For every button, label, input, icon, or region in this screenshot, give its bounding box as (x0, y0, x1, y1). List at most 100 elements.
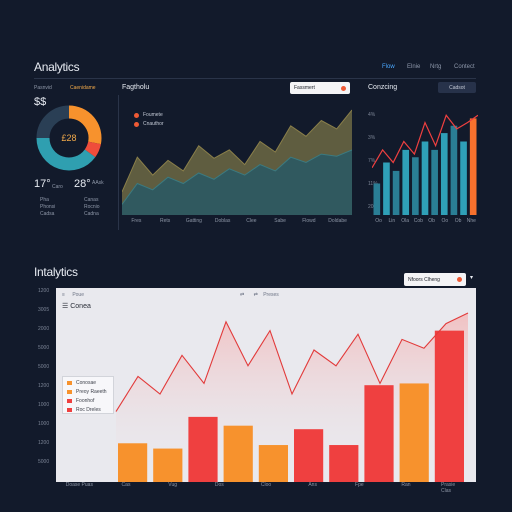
bar-x-tick: Lin (388, 218, 396, 224)
main-bar (223, 425, 253, 482)
bar (412, 157, 419, 215)
main-y-tick: 2000 (38, 326, 50, 332)
menu-icon[interactable]: ≡ (62, 292, 65, 298)
main-x-tick: Vug (168, 482, 178, 488)
legend-label: Foumete (143, 112, 163, 118)
bar (392, 170, 400, 215)
main-y-tick: 1200 (38, 383, 50, 389)
main-y-tick: 1200 (38, 440, 50, 446)
main-y-tick: 5000 (38, 345, 50, 351)
main-bar (364, 385, 394, 482)
list-icon: ☰ (62, 303, 69, 310)
nav-item-flow[interactable]: Flow (382, 64, 395, 70)
bar-y-tick: 7% (368, 158, 376, 164)
area-chart (122, 109, 352, 215)
main-legend-item: Roc Dreles (67, 407, 109, 413)
main-x-tick: Dos (214, 482, 224, 488)
legend-label: Foonhof (76, 398, 95, 404)
bar (460, 141, 467, 215)
main-y-tick: 5000 (38, 459, 50, 465)
area-legend: Foumete Cnauthor (134, 112, 164, 130)
donut-center-label: £28 (61, 133, 76, 143)
bar-y-tick: 11% (368, 181, 378, 187)
bar-x-tick: Ola (401, 218, 410, 224)
kpi-stat-a-caption: Caro (52, 184, 63, 190)
legend-label: Preoy Raeeth (76, 389, 107, 395)
main-y-tick: 5000 (38, 364, 50, 370)
area-x-tick: Clee (246, 218, 257, 224)
arrow-icon[interactable]: ⇄ (253, 292, 258, 298)
area-series-line (122, 149, 352, 205)
main-y-tick: 1000 (38, 402, 50, 408)
kpi-meta-b: Canas Rocnio Cadna (84, 197, 100, 218)
bar-x-tick: Nhe (466, 218, 476, 224)
main-legend-item: Preoy Raeeth (67, 389, 109, 395)
nav-item-elnie[interactable]: Elnie (407, 64, 421, 70)
kpi-donut-chart: £28 (36, 105, 102, 171)
bar-x-tick: Cob (413, 218, 423, 224)
bar-chart (372, 114, 478, 215)
bar (402, 149, 410, 215)
kpi-stat-b-value: 28° (74, 178, 91, 190)
main-legend: Conosae Preoy Raeeth Foonhof Roc Dreles (62, 376, 114, 414)
area-panel-dropdown[interactable]: Fassmert (290, 82, 350, 94)
kpi-meta-a-line: Phonsi (40, 204, 56, 210)
chevron-down-icon (341, 85, 346, 91)
main-x-tick: Ran (401, 482, 411, 488)
bar-panel-title: Conzcing (368, 84, 398, 91)
toolbar-item[interactable]: Preses (263, 292, 279, 298)
main-x-tick: Cas (121, 482, 131, 488)
donut-segment (36, 105, 70, 139)
area-x-tick: Fres (131, 218, 142, 224)
donut-segment (84, 141, 101, 158)
main-heading-label: Conea (70, 303, 91, 310)
kpi-stat-b-caption: AAsk (92, 180, 104, 186)
section-dropdown[interactable]: Nfoors Clheng (404, 273, 466, 286)
bar-x-axis: Oo Lin Ola Cob Ob Oo Ob Nhe (372, 218, 478, 226)
legend-label: Cnauthor (143, 121, 164, 127)
main-y-tick: 1200 (38, 288, 50, 294)
main-x-tick: Prasie Clas (440, 482, 456, 494)
main-bar (399, 383, 429, 482)
main-bar (329, 445, 359, 482)
main-y-tick: 1000 (38, 421, 50, 427)
kpi-label-b: Caenidame (70, 85, 96, 91)
donut-segment (68, 105, 102, 145)
area-x-tick: Gatting (185, 218, 202, 224)
area-series-line (122, 109, 352, 193)
area-x-tick: Doldabe (328, 218, 347, 224)
main-bar (258, 445, 288, 482)
toolbar-item[interactable]: Poue (72, 292, 84, 298)
legend-swatch-icon (67, 399, 72, 403)
legend-swatch-icon (67, 381, 72, 385)
section-title: Intalytics (34, 265, 78, 279)
main-bar (294, 429, 324, 482)
bar (383, 162, 390, 215)
bar (431, 149, 438, 215)
bar-x-tick: Oo (375, 218, 382, 224)
main-legend-item: Conosae (67, 380, 109, 386)
area-legend-item: Cnauthor (134, 121, 164, 127)
donut-segment (36, 137, 96, 171)
caret-icon[interactable]: ▾ (470, 275, 474, 281)
bar-y-tick: 3% (368, 135, 376, 141)
arrow-icon[interactable]: ⇄ (240, 292, 245, 298)
area-dropdown-label: Fassmert (294, 85, 315, 91)
bar-panel-dropdown[interactable]: Cadsot (438, 82, 476, 93)
main-toolbar: ≡ Poue (62, 292, 84, 298)
nav-item-nrtg[interactable]: Nrtg (430, 64, 442, 70)
main-x-tick: Fpe (355, 482, 364, 488)
kpi-meta-a-line: Cadsa (40, 211, 55, 217)
bar-y-tick: 20% (368, 204, 379, 210)
main-bar (434, 330, 464, 482)
header-divider (34, 78, 476, 79)
bar-overlay-line (372, 114, 478, 169)
kpi-label-a: Pasnvid (34, 85, 52, 91)
area-x-tick: Rets (159, 218, 171, 224)
main-x-axis: Doase Puas Cas Vug Dos Cloo Ans Fpe Ran Prasie C… (56, 482, 476, 494)
kpi-meta-b-line: Cadna (84, 211, 99, 217)
nav-item-contect[interactable]: Contect (454, 64, 475, 70)
area-x-axis: Fres Rets Gatting Doblas Clee Sabe Flowd Doldab… (122, 218, 352, 226)
main-bar-chart (115, 312, 469, 482)
main-y-tick: 3005 (38, 307, 50, 313)
